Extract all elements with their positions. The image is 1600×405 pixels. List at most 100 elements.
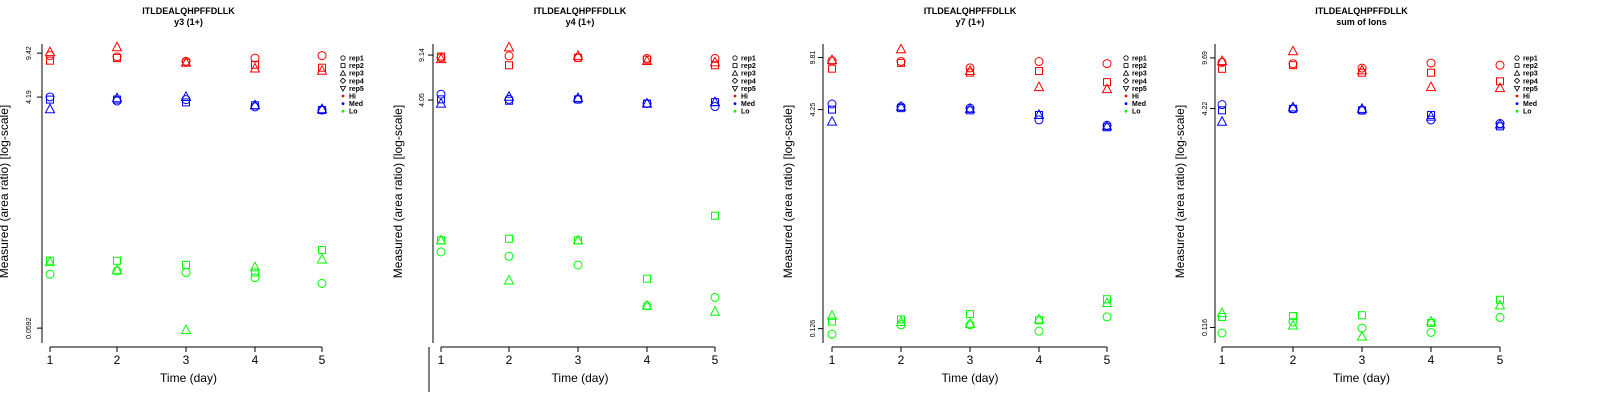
data-point-hi-rep3 [435, 52, 447, 64]
data-point-med-rep1 [1217, 100, 1227, 110]
data-point-lo-rep3 [826, 309, 838, 320]
legend-label: rep5 [1523, 86, 1538, 93]
data-point-hi-rep3 [572, 49, 584, 60]
x-tick-label: 5 [319, 353, 326, 367]
legend-symbol-rep4 [1122, 77, 1130, 84]
y-axis-label: Measured (area ratio) [log-scale] [0, 105, 11, 278]
legend-symbol-rep5 [731, 86, 739, 92]
data-point-hi-rep1 [1034, 57, 1044, 67]
legend-dot-hi [1124, 94, 1128, 98]
data-point-hi-rep3 [1216, 54, 1228, 66]
data-point-med-rep1 [45, 92, 55, 102]
data-point-med-rep3 [641, 97, 653, 108]
data-point-med-rep3 [180, 90, 192, 101]
data-point-hi-rep2 [828, 64, 836, 73]
x-tick-label: 4 [644, 353, 651, 367]
data-point-hi-rep1 [1495, 60, 1505, 70]
x-tick-label: 4 [252, 353, 259, 367]
data-point-hi-rep3 [316, 64, 328, 75]
data-point-lo-rep3 [316, 253, 328, 264]
data-point-lo-rep3 [1425, 315, 1437, 326]
data-point-hi-rep2 [113, 54, 121, 63]
data-point-hi-rep2 [1496, 77, 1504, 86]
x-tick-label: 2 [114, 353, 121, 367]
data-point-hi-rep1 [896, 57, 906, 67]
data-point-med-rep2 [437, 95, 445, 104]
data-point-lo-rep3 [964, 317, 976, 328]
data-point-med-rep1 [250, 102, 260, 112]
data-point-med-rep1 [1034, 115, 1044, 125]
legend-label: Hi [741, 94, 748, 101]
data-point-lo-rep3 [249, 261, 261, 272]
data-point-hi-rep3 [1494, 82, 1506, 93]
data-point-lo-rep2 [1496, 295, 1504, 304]
y-tick-label: 9.69 [1202, 51, 1209, 65]
legend-label: Lo [1523, 109, 1532, 116]
y-tick-label: 4.22 [1202, 102, 1209, 116]
data-point-med-rep3 [1101, 120, 1113, 131]
legend-label: Hi [1132, 94, 1139, 101]
y-tick-label: 0.116 [1202, 319, 1209, 336]
y-axis-label: Measured (area ratio) [log-scale] [781, 105, 795, 278]
data-point-lo-rep2 [1358, 311, 1366, 320]
data-point-lo-rep2 [251, 268, 259, 277]
legend-label: Med [1523, 101, 1537, 108]
data-point-hi-rep1 [250, 53, 260, 63]
data-point-lo-rep3 [1033, 313, 1045, 324]
chart-subtitle: y3 (1+) [174, 17, 203, 27]
data-point-med-rep1 [827, 99, 837, 109]
data-point-med-rep3 [435, 97, 447, 108]
x-tick-label: 3 [575, 353, 582, 367]
legend-dot-hi [341, 94, 345, 98]
legend-label: Med [1132, 101, 1146, 108]
data-point-lo-rep3 [180, 324, 192, 335]
data-point-lo-rep2 [711, 211, 719, 220]
x-tick-label: 5 [712, 353, 719, 367]
data-point-med-rep2 [182, 98, 190, 107]
data-point-med-rep3 [316, 103, 328, 114]
data-point-med-rep1 [1357, 105, 1367, 115]
data-point-lo-rep1 [181, 268, 191, 278]
x-tick-label: 5 [1497, 353, 1504, 367]
legend-symbol-rep1 [340, 55, 346, 61]
x-tick-label: 3 [967, 353, 974, 367]
legend-label: rep2 [349, 63, 364, 70]
data-point-lo-rep1 [1288, 317, 1298, 327]
data-point-med-rep2 [46, 95, 54, 104]
chart-subtitle: y7 (1+) [956, 17, 985, 27]
data-point-lo-rep2 [182, 260, 190, 269]
x-tick-label: 1 [47, 353, 54, 367]
data-point-hi-rep1 [1102, 59, 1112, 69]
data-point-hi-rep2 [711, 61, 719, 70]
legend-label: rep1 [741, 56, 756, 63]
y-tick-label: 0.0592 [26, 317, 33, 339]
legend-label: Lo [349, 109, 358, 116]
legend-symbol-rep2 [1514, 63, 1520, 68]
legend-label: rep3 [741, 71, 756, 78]
data-point-hi-rep2 [318, 63, 326, 72]
legend-label: rep5 [1132, 86, 1147, 93]
x-tick-label: 3 [1359, 353, 1366, 367]
data-point-hi-rep1 [1426, 58, 1436, 68]
y-tick-label: 4.05 [419, 93, 426, 107]
y-tick-label: 9.42 [26, 46, 33, 60]
data-point-hi-rep2 [46, 56, 54, 65]
data-point-lo-rep1 [1426, 327, 1436, 337]
data-point-med-rep3 [1216, 115, 1228, 126]
data-point-hi-rep3 [964, 64, 976, 76]
data-point-lo-rep3 [1494, 299, 1506, 310]
data-point-med-rep3 [572, 91, 584, 103]
data-point-hi-rep1 [112, 52, 122, 62]
data-point-med-rep1 [1288, 104, 1298, 114]
data-point-med-rep3 [709, 96, 721, 107]
data-point-hi-rep1 [504, 51, 514, 61]
legend-symbol-rep2 [732, 63, 738, 68]
data-point-hi-rep2 [897, 58, 905, 67]
chart-title: ITLDEALQHPFFDLLK [924, 6, 1017, 16]
data-point-lo-rep1 [112, 266, 122, 276]
data-point-lo-rep2 [828, 317, 836, 326]
